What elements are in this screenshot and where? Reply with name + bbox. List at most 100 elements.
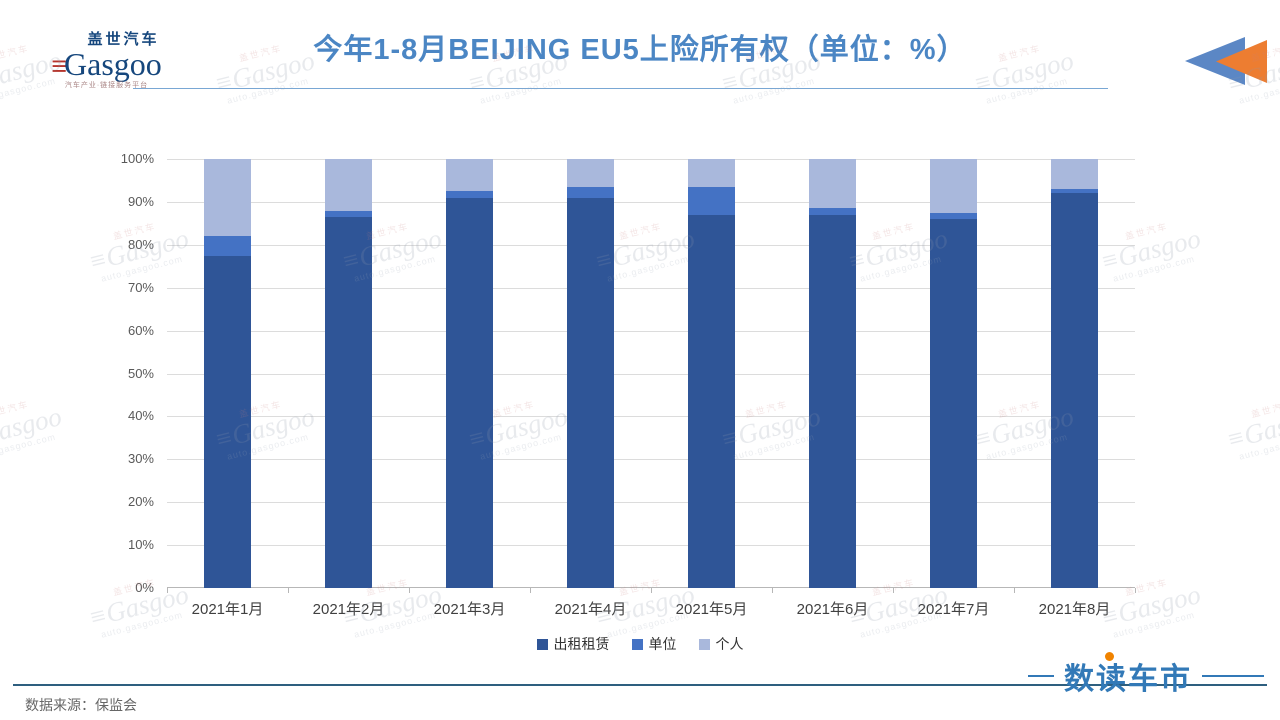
bar-segment-出租租赁: [930, 219, 977, 588]
x-axis-tick: [409, 588, 410, 593]
gridline: [167, 159, 1135, 160]
gasgoo-logo-tagline: 汽车产业·链接服务平台: [64, 82, 149, 90]
x-axis-label: 2021年5月: [675, 601, 748, 618]
bar-segment-个人: [325, 159, 372, 211]
gridline: [167, 288, 1135, 289]
legend-swatch-icon: [536, 638, 548, 650]
bar-segment-个人: [688, 159, 735, 187]
brand-logo-text: 数读车市: [1064, 652, 1192, 698]
gridline: [167, 459, 1135, 460]
x-axis-tick: [530, 588, 531, 593]
x-axis-tick: [772, 588, 773, 593]
bar-segment-单位: [446, 191, 493, 198]
bar-stack: [1051, 159, 1098, 588]
gridline: [167, 202, 1135, 203]
brand-orange-dot-icon: [1105, 652, 1114, 661]
watermark-text: auto.gasgoo.com: [478, 75, 563, 106]
y-tick-label: 100%: [120, 151, 154, 166]
bars-layer: [167, 159, 1135, 588]
bar-segment-单位: [325, 210, 372, 217]
bar-2021年8月: [1014, 159, 1135, 588]
y-tick-label: 30%: [127, 451, 154, 467]
bar-stack: [325, 159, 372, 588]
bar-segment-单位: [1051, 189, 1098, 194]
bar-segment-出租租赁: [567, 197, 614, 588]
gridline: [167, 545, 1135, 546]
gasgoo-logo-row: ≡Gasgoo: [24, 45, 189, 82]
bar-segment-出租租赁: [325, 216, 372, 588]
legend-swatch-icon: [698, 638, 710, 650]
bar-stack: [809, 159, 856, 588]
gridline: [167, 331, 1135, 332]
x-axis-label: 2021年3月: [433, 601, 506, 618]
bar-segment-出租租赁: [204, 255, 251, 588]
bar-2021年5月: [651, 159, 772, 588]
y-tick-label: 80%: [127, 236, 154, 252]
bar-segment-出租租赁: [688, 214, 735, 588]
x-axis-label: 2021年6月: [796, 601, 869, 618]
header-divider: [133, 88, 1108, 89]
x-axis-tick: [651, 588, 652, 593]
legend-item-出租租赁: 出租租赁: [536, 634, 610, 654]
gasgoo-logo-text: Gasgoo: [64, 45, 162, 82]
bar-segment-个人: [204, 159, 251, 237]
x-axis-label: 2021年7月: [917, 601, 990, 618]
brand-label: 数读车市: [1064, 663, 1192, 696]
gridline: [167, 245, 1135, 246]
bar-segment-个人: [446, 159, 493, 192]
footer-divider: [13, 684, 1267, 686]
bar-2021年6月: [772, 159, 893, 588]
page-title: 今年1-8月BEIJING EU5上险所有权（单位：%）: [313, 34, 967, 66]
bar-segment-单位: [567, 186, 614, 198]
bar-segment-个人: [567, 159, 614, 187]
bar-segment-单位: [688, 186, 735, 215]
gridline: [167, 502, 1135, 503]
watermark-text: auto.gasgoo.com: [0, 431, 57, 462]
bar-stack: [204, 159, 251, 588]
y-tick-label: 60%: [127, 322, 154, 338]
legend-label: 单位: [648, 636, 677, 652]
bar-segment-个人: [809, 159, 856, 209]
watermark-tile: 盖世汽车 ≡Gasgoo auto.gasgoo.com: [0, 390, 67, 463]
watermark-text: ≡Gasgoo: [0, 401, 65, 455]
bar-2021年2月: [288, 159, 409, 588]
bar-segment-出租租赁: [809, 214, 856, 588]
x-axis-tick: [1014, 588, 1015, 593]
bar-2021年1月: [167, 159, 288, 588]
data-source-text: 数据来源：保监会: [25, 697, 137, 713]
watermark-text: auto.gasgoo.com: [731, 75, 816, 106]
watermark-text: ≡Gasgoo: [1223, 401, 1280, 455]
legend: 出租租赁 单位 个人: [0, 634, 1280, 654]
back-arrow-icon[interactable]: [1185, 34, 1267, 88]
y-tick-label: 50%: [127, 365, 154, 381]
bar-segment-单位: [930, 212, 977, 220]
y-tick-label: 70%: [127, 279, 154, 295]
brand-dash-left: [1028, 675, 1054, 677]
brand-dash-right: [1202, 675, 1264, 677]
x-axis-label: 2021年4月: [554, 601, 627, 618]
plot-area: 0% 10% 20% 30% 40% 50% 60% 70% 80% 90% 100%: [121, 151, 1136, 595]
bar-segment-单位: [204, 236, 251, 256]
shuduCheShi-brand: 数读车市: [1028, 652, 1264, 698]
gridline: [167, 374, 1135, 375]
y-tick-label: 10%: [127, 537, 154, 553]
x-axis-label: 2021年8月: [1038, 601, 1111, 618]
bar-stack: [446, 159, 493, 588]
gridline: [167, 416, 1135, 417]
bar-segment-出租租赁: [446, 197, 493, 588]
gasgoo-logo-cn: 盖世汽车: [87, 31, 160, 48]
bar-2021年3月: [409, 159, 530, 588]
gasgoo-logo: 盖世汽车 ≡Gasgoo 汽车产业·链接服务平台: [24, 31, 189, 90]
y-tick-label: 20%: [127, 494, 154, 510]
x-axis-tick: [167, 588, 168, 593]
x-axis-tick: [893, 588, 894, 593]
bar-segment-出租租赁: [1051, 193, 1098, 588]
y-tick-label: 90%: [127, 193, 154, 209]
bar-stack: [567, 159, 614, 588]
y-tick-label: 40%: [127, 408, 154, 424]
watermark-text: auto.gasgoo.com: [225, 75, 310, 106]
x-axis-tick: [288, 588, 289, 593]
x-axis-label: 2021年2月: [312, 601, 385, 618]
watermark-tile: 盖世汽车 ≡Gasgoo auto.gasgoo.com: [1220, 390, 1280, 463]
